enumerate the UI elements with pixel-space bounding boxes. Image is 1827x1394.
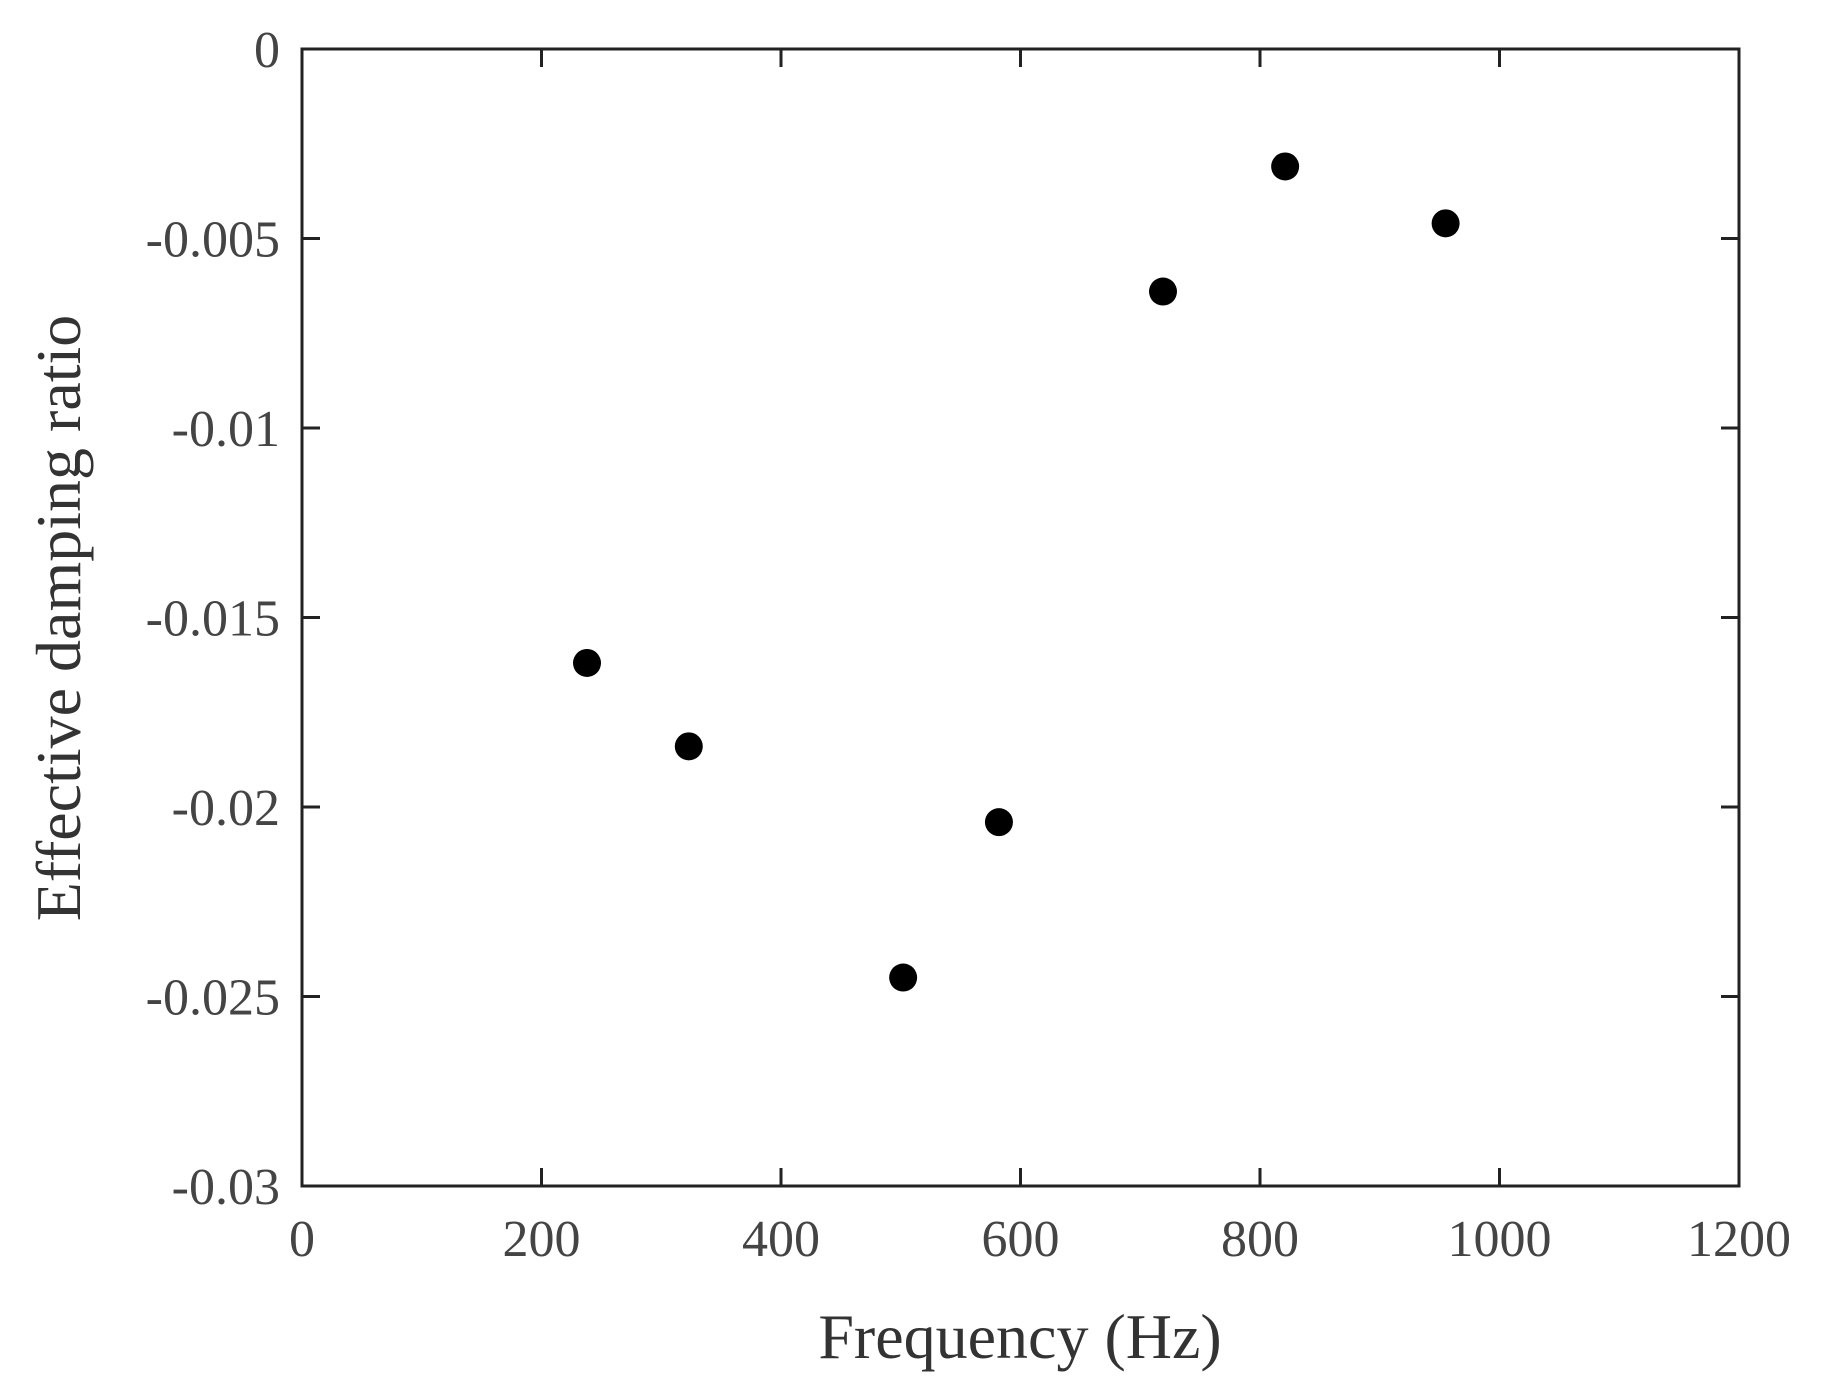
x-tick-label: 0 [289, 1211, 315, 1268]
plot-area-frame [300, 47, 1741, 1188]
y-tick-label: 0 [254, 22, 280, 79]
y-axis-label: Effective damping ratio [23, 315, 94, 922]
x-tick-label: 1200 [1687, 1211, 1791, 1268]
y-tick-label: -0.005 [146, 212, 280, 269]
y-tick-label: -0.015 [146, 591, 280, 648]
data-point [889, 963, 918, 992]
data-point [573, 648, 602, 677]
x-axis-label: Frequency (Hz) [818, 1301, 1221, 1372]
data-point [1431, 209, 1460, 238]
y-tick-label: -0.03 [172, 1159, 280, 1216]
data-point [1149, 277, 1178, 306]
y-tick-label: -0.02 [172, 780, 280, 837]
x-tick-label: 200 [503, 1211, 581, 1268]
x-tick-label: 400 [742, 1211, 820, 1268]
x-axis-ticks: 0 200 400 600 800 1000 1200 [289, 49, 1791, 1268]
x-tick-label: 800 [1221, 1211, 1299, 1268]
data-point [1271, 152, 1300, 181]
data-points [573, 152, 1460, 992]
y-axis-ticks: 0 -0.005 -0.01 -0.015 -0.02 -0.025 -0.03 [146, 22, 1739, 1216]
y-tick-label: -0.01 [172, 401, 280, 458]
data-point [674, 732, 703, 761]
data-point [984, 808, 1013, 837]
x-tick-label: 600 [982, 1211, 1060, 1268]
x-tick-label: 1000 [1448, 1211, 1552, 1268]
y-tick-label: -0.025 [146, 970, 280, 1027]
